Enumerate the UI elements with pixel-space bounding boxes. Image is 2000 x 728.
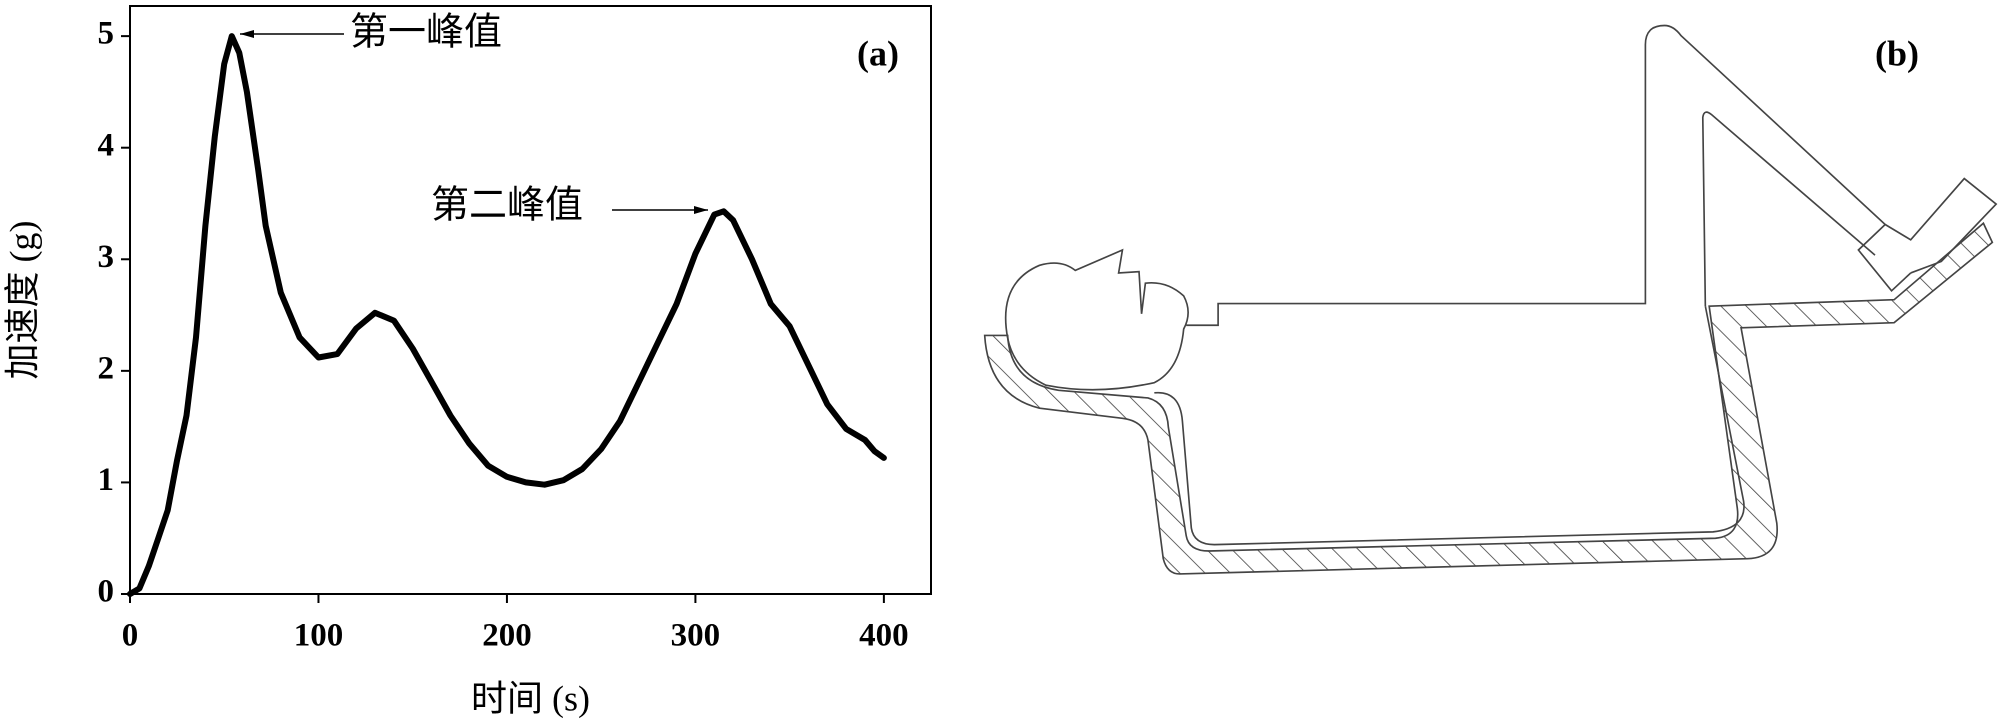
y-tick-label: 4 [98, 127, 115, 163]
x-tick-label: 200 [482, 618, 532, 654]
y-tick-label: 2 [98, 350, 115, 386]
y-tick-label: 5 [98, 16, 115, 52]
tub-outline [1186, 24, 1912, 327]
y-tick-label: 1 [98, 462, 115, 498]
liner [1154, 305, 1745, 546]
arrow-head [694, 206, 708, 214]
x-tick-label: 400 [859, 618, 909, 654]
plot-frame [129, 5, 932, 595]
panel-label: (a) [857, 33, 899, 73]
inner-wall [1701, 111, 1876, 307]
panel-label: (b) [1875, 33, 1919, 73]
annotation: 第二峰值 [431, 185, 583, 227]
arrow-head [240, 30, 254, 38]
data-line [127, 33, 887, 597]
bath-diagram [983, 24, 1998, 575]
y-axis-title: 加速度 (g) [2, 221, 42, 380]
x-tick-label: 300 [671, 618, 721, 654]
head-rest [1884, 177, 1998, 274]
head [1004, 248, 1189, 391]
x-axis-title: 时间 (s) [471, 678, 590, 718]
hatched-shell [983, 221, 1994, 575]
x-tick-label: 100 [294, 618, 344, 654]
y-tick-label: 0 [98, 574, 115, 610]
x-tick-label: 0 [122, 618, 139, 654]
annotation: 第一峰值 [350, 12, 502, 54]
y-tick-label: 3 [98, 239, 115, 275]
